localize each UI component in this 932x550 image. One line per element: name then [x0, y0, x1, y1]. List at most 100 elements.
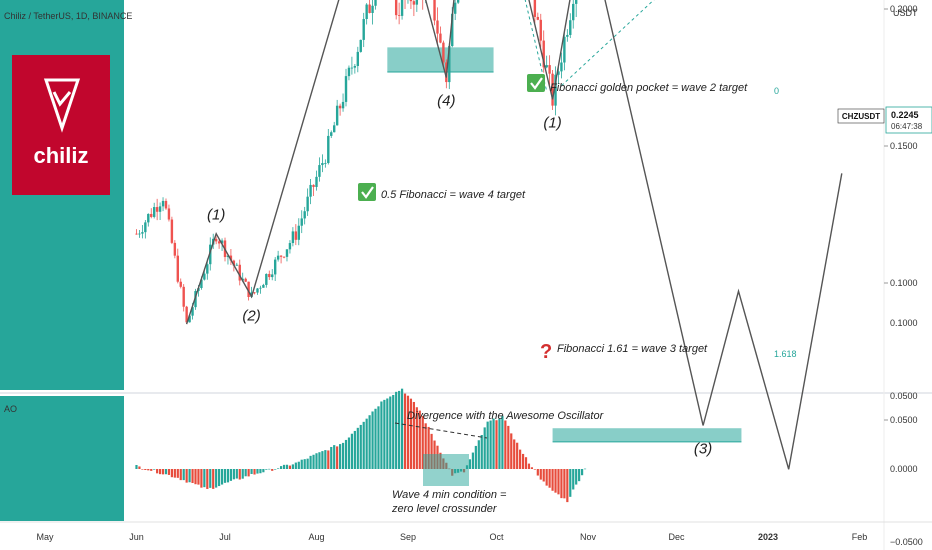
ao-bar: [368, 415, 371, 469]
ao-tick-label: 0.0000: [890, 464, 918, 474]
candle-body: [365, 4, 368, 20]
candle-body: [158, 206, 162, 212]
ao-bar: [144, 469, 147, 470]
ao-bar: [383, 399, 386, 469]
ao-bar: [220, 469, 224, 485]
ao-bar: [483, 427, 486, 469]
candle-body: [203, 273, 206, 280]
candle-body: [415, 0, 419, 5]
ao-bar: [336, 446, 339, 469]
ao-tick-label: 0.0500: [890, 391, 918, 401]
ao-bar: [536, 469, 539, 476]
price-tick-label: 0.2000: [890, 4, 918, 14]
ao-bar: [268, 468, 271, 470]
time-tick-label: 2023: [758, 532, 778, 542]
ao-bar: [321, 451, 324, 469]
time-tick-label: Feb: [852, 532, 868, 542]
ao-bar: [312, 454, 315, 469]
ao-bar: [238, 469, 241, 480]
ao-bar: [259, 469, 262, 474]
ao-bar: [141, 469, 144, 470]
ao-bar: [297, 461, 300, 469]
ao-bar: [554, 469, 557, 493]
ao-bar: [403, 393, 407, 469]
ao-bar: [545, 469, 548, 486]
candle-body: [164, 200, 168, 209]
ao-bar: [474, 445, 477, 469]
candle-body: [569, 20, 572, 35]
candle-body: [548, 65, 551, 74]
ao-bar: [468, 459, 472, 469]
ao-bar: [271, 469, 274, 471]
ao-bar: [563, 469, 566, 499]
candle-body: [217, 241, 221, 244]
candle-body: [282, 256, 286, 258]
ao-tick-label: −0.0500: [890, 537, 923, 547]
candle-body: [451, 13, 454, 47]
candle-body: [333, 125, 336, 133]
ao-bar: [510, 433, 513, 469]
ao-bar: [244, 469, 247, 477]
candle-body: [259, 287, 262, 289]
chiliz-logo-icon: [43, 78, 81, 133]
candle-body: [309, 184, 312, 197]
candle-body: [229, 255, 233, 261]
ao-bar: [274, 469, 277, 470]
candle-body: [214, 238, 218, 242]
ao-bar: [583, 468, 587, 470]
ao-bar: [247, 469, 250, 477]
candle-body: [273, 259, 277, 275]
candle-body: [262, 284, 265, 288]
ao-bar: [486, 421, 489, 469]
ao-bar: [347, 437, 351, 469]
candle-body: [188, 315, 191, 323]
ao-bar: [519, 449, 522, 469]
candle-body: [173, 242, 177, 256]
ao-bar: [392, 394, 395, 469]
ao-bar: [265, 469, 268, 470]
ao-bar: [353, 430, 356, 469]
candle-body: [327, 135, 330, 164]
time-tick-label: Aug: [308, 532, 324, 542]
time-axis: May Jun Jul Aug Sep Oct Nov Dec 2023 Feb: [36, 532, 867, 542]
candle-body: [279, 255, 283, 257]
ao-bar: [170, 469, 173, 478]
candle-body: [324, 163, 327, 164]
ao-bar: [277, 468, 280, 469]
check-icon-bg-2: [358, 183, 376, 201]
candle-body: [135, 233, 138, 235]
logo-text: chiliz: [33, 143, 88, 168]
candle-body: [138, 233, 141, 235]
candle-body: [412, 1, 416, 5]
candle-body: [315, 176, 318, 187]
candle-body: [563, 36, 566, 63]
candle-body: [291, 231, 295, 244]
ao-bar: [371, 411, 374, 469]
wave-label: (2): [242, 308, 260, 325]
candle-body: [288, 243, 292, 250]
candle-body: [362, 19, 365, 40]
fib-dashed-line: [561, 0, 655, 87]
ao-bar: [409, 398, 413, 469]
candle-body: [341, 101, 345, 109]
ao-bar: [306, 458, 309, 469]
wave-label: (3): [694, 440, 712, 457]
ao-bar: [339, 444, 342, 469]
candle-body: [220, 240, 224, 244]
ao-bar: [480, 434, 483, 469]
ao-bar: [489, 420, 492, 469]
ao-bar: [173, 469, 176, 478]
candle-body: [209, 244, 212, 265]
candle-body: [453, 2, 457, 14]
ao-bar: [533, 469, 536, 470]
ao-bar: [530, 467, 534, 469]
ao-bar: [513, 439, 516, 469]
ao-bar: [374, 408, 377, 469]
question-icon: ?: [540, 341, 552, 363]
time-tick-label: Oct: [489, 532, 504, 542]
ao-bar: [400, 388, 404, 469]
wave-labels: (1)(2)(3)(4)(5)(1)(2)(3): [207, 93, 712, 458]
price-tag-value: 0.2245: [891, 110, 919, 120]
ao-bar: [206, 469, 209, 489]
